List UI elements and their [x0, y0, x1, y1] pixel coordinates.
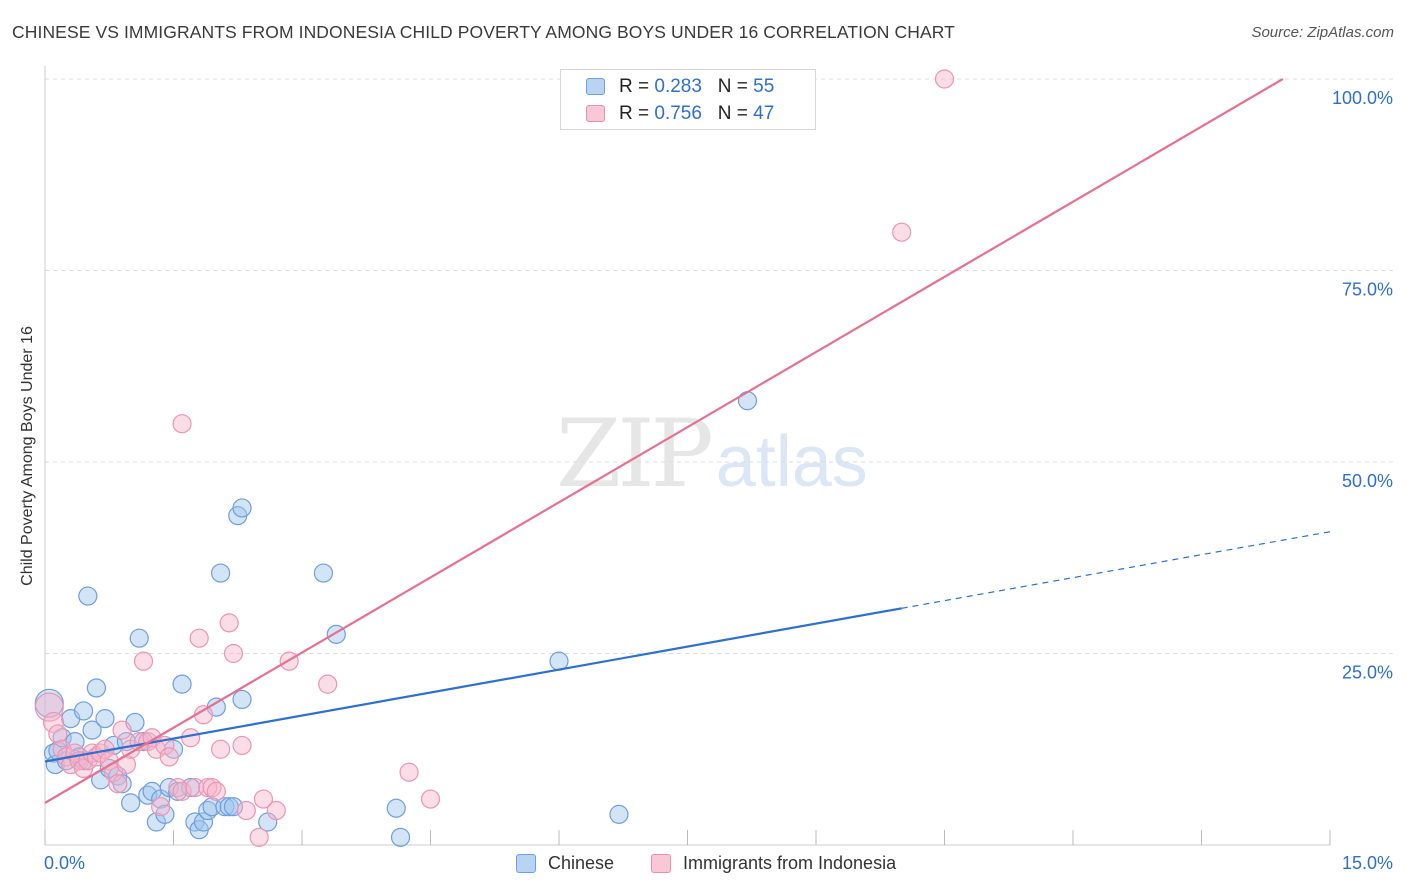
chinese-point: [121, 793, 141, 813]
indonesia-point: [249, 827, 269, 847]
chinese-point: [232, 498, 252, 518]
chinese-point: [129, 628, 149, 648]
indonesia-point: [236, 800, 256, 821]
x-tick-label: 0.0%: [44, 853, 85, 873]
indonesia-point: [112, 720, 132, 740]
source-label: Source: ZipAtlas.com: [1251, 24, 1394, 41]
chinese-point: [609, 804, 629, 824]
indonesia-point: [934, 69, 955, 89]
indonesia-point: [108, 774, 128, 794]
legend-text-chinese: R = 0.283 N = 55: [619, 76, 774, 98]
x-tick-label: 15.0%: [1342, 853, 1393, 873]
r-value-chinese: 0.283: [654, 76, 702, 97]
indonesia-point: [232, 735, 252, 756]
watermark: ZIPatlas: [556, 400, 868, 509]
indonesia-point: [318, 674, 338, 694]
indonesia-point: [172, 414, 192, 434]
indonesia-point: [399, 762, 419, 782]
indonesia-point: [211, 739, 231, 759]
indonesia-point: [181, 728, 201, 748]
y-tick-label: 50.0%: [1342, 471, 1393, 491]
chinese-point: [193, 812, 214, 832]
bottom-legend-swatch-indonesia: [651, 854, 671, 873]
r-label: R =: [619, 76, 650, 97]
y-axis-label: Child Poverty Among Boys Under 16: [19, 326, 36, 586]
chinese-point: [737, 391, 758, 411]
indonesia-point: [42, 711, 65, 734]
indonesia-point: [133, 651, 154, 671]
chinese-point: [82, 720, 102, 740]
n-value-chinese: 55: [753, 76, 775, 97]
chinese-point: [313, 563, 334, 583]
y-tick-label: 75.0%: [1342, 280, 1393, 300]
indonesia-point: [34, 692, 64, 722]
indonesia-trend-line: [44, 78, 1284, 804]
indonesia-point: [172, 781, 192, 801]
indonesia-point: [219, 613, 239, 633]
chinese-trend-extension: [901, 531, 1331, 609]
r-value-indonesia: 0.756: [654, 103, 702, 124]
chinese-point: [73, 701, 94, 721]
bottom-legend-label-chinese: Chinese: [548, 853, 615, 873]
bottom-legend-label-indonesia: Immigrants from Indonesia: [683, 853, 897, 873]
indonesia-point: [48, 724, 68, 744]
indonesia-point: [223, 643, 244, 664]
bottom-legend-swatch-chinese: [516, 854, 536, 873]
legend-swatch-chinese: [586, 78, 605, 95]
indonesia-point: [892, 222, 912, 242]
y-tick-label: 25.0%: [1342, 663, 1393, 683]
indonesia-point: [159, 747, 179, 767]
indonesia-point: [206, 781, 226, 801]
correlation-legend: R = 0.283 N = 55 R = 0.756 N = 47: [560, 69, 816, 130]
legend-swatch-indonesia: [586, 105, 605, 122]
indonesia-point: [151, 797, 171, 817]
indonesia-point: [189, 628, 209, 648]
chinese-trend-line: [44, 607, 902, 763]
indonesia-point: [253, 789, 274, 809]
watermark-zip: ZIP: [556, 400, 714, 509]
n-label: N =: [717, 76, 748, 97]
chinese-point: [386, 798, 406, 818]
chinese-point: [211, 563, 231, 583]
chinese-point: [86, 678, 107, 698]
indonesia-point: [420, 789, 441, 809]
y-tick-label: 100.0%: [1332, 88, 1393, 108]
n-value-indonesia: 47: [753, 103, 775, 124]
chinese-point: [232, 689, 252, 710]
n-label: N =: [717, 103, 748, 124]
legend-text-indonesia: R = 0.756 N = 47: [619, 103, 774, 125]
chinese-point: [78, 586, 98, 606]
chinese-point: [223, 797, 244, 817]
chart-title: CHINESE VS IMMIGRANTS FROM INDONESIA CHI…: [12, 22, 955, 42]
indonesia-point: [266, 800, 286, 821]
chinese-point: [172, 674, 192, 694]
chinese-point: [95, 709, 115, 729]
chinese-point: [390, 827, 411, 847]
r-label: R =: [619, 103, 650, 124]
